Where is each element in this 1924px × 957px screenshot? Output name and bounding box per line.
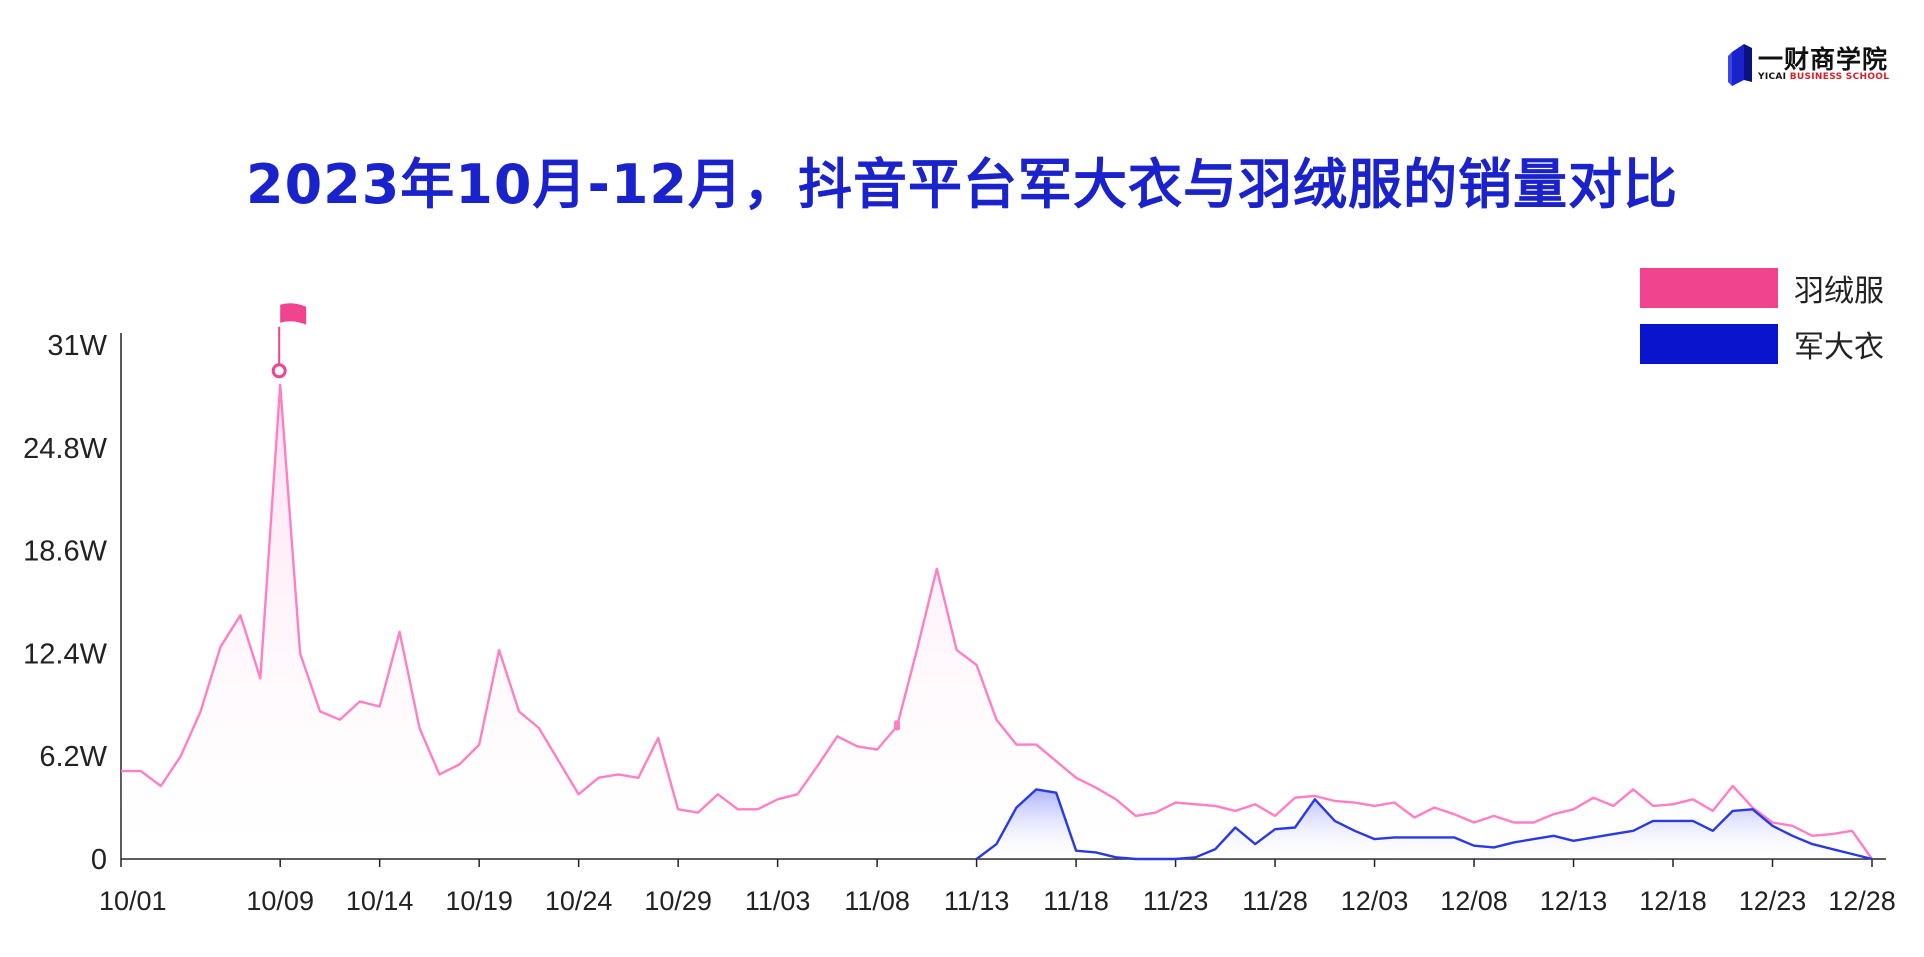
x-tick-label: 10/19	[445, 886, 513, 916]
logo-name-en-part1: YICAI	[1758, 72, 1787, 82]
x-tick-label: 10/24	[545, 886, 613, 916]
book-logo-icon	[1728, 44, 1752, 86]
y-tick-label: 24.8W	[23, 433, 107, 465]
x-tick-label: 11/23	[1143, 886, 1209, 916]
legend-swatch-army-coat	[1640, 324, 1778, 364]
x-tick-label: 12/28	[1828, 886, 1896, 916]
logo-name-en-part2: BUSINESS SCHOOL	[1789, 72, 1890, 82]
y-tick-label: 6.2W	[39, 741, 107, 773]
x-tick-label: 11/28	[1242, 886, 1308, 916]
x-tick-label: 10/14	[346, 886, 414, 916]
legend-label-down-jacket: 羽绒服	[1794, 274, 1884, 309]
peak-marker-icon	[271, 363, 287, 379]
x-tick-label: 12/08	[1440, 886, 1508, 916]
y-tick-label: 12.4W	[23, 638, 107, 670]
flag-icon	[280, 303, 307, 325]
x-tick-label: 12/18	[1639, 886, 1707, 916]
logo-name-en: YICAI BUSINESS SCHOOL	[1758, 72, 1889, 82]
brand-logo: 一财商学院 YICAI BUSINESS SCHOOL	[1728, 38, 1898, 88]
x-tick-label: 12/03	[1341, 886, 1409, 916]
small-marker-icon	[894, 720, 901, 731]
legend-swatch-down-jacket	[1640, 268, 1778, 308]
x-tick-label: 12/23	[1739, 886, 1807, 916]
legend-item-down-jacket: 羽绒服	[1640, 266, 1884, 310]
x-tick-label: 11/08	[844, 886, 910, 916]
chart-legend: 羽绒服 军大衣	[1640, 266, 1884, 378]
page-title: 2023年10月-12月，抖音平台军大衣与羽绒服的销量对比	[246, 153, 1678, 216]
x-tick-label: 11/18	[1043, 886, 1109, 916]
series-layer	[121, 383, 1873, 861]
series-line-down-jacket	[121, 383, 1873, 860]
x-tick-label: 11/03	[745, 886, 811, 916]
series-area-down-jacket	[121, 384, 1872, 859]
logo-name-cn: 一财商学院	[1758, 45, 1889, 74]
legend-item-army-coat: 军大衣	[1640, 322, 1884, 366]
x-tick-label: 10/29	[644, 886, 712, 916]
legend-label-army-coat: 军大衣	[1794, 330, 1884, 365]
y-tick-label: 0	[91, 844, 107, 876]
x-axis: 10/01 10/09 10/14 10/19 10/24 10/29 11/03 11/08…	[99, 858, 1896, 916]
series-area-army-coat	[976, 789, 1872, 859]
series-line-army-coat	[975, 788, 1873, 861]
x-tick-label: 12/13	[1540, 886, 1608, 916]
x-tick-label: 10/01	[99, 886, 167, 916]
annotations-layer	[271, 303, 901, 731]
y-tick-label: 31W	[47, 330, 107, 362]
y-tick-label: 18.6W	[23, 536, 107, 568]
x-tick-label: 10/09	[246, 886, 314, 916]
x-tick-label: 11/13	[944, 886, 1010, 916]
y-axis: 0 6.2W 12.4W 18.6W 24.8W 31W	[23, 330, 122, 876]
